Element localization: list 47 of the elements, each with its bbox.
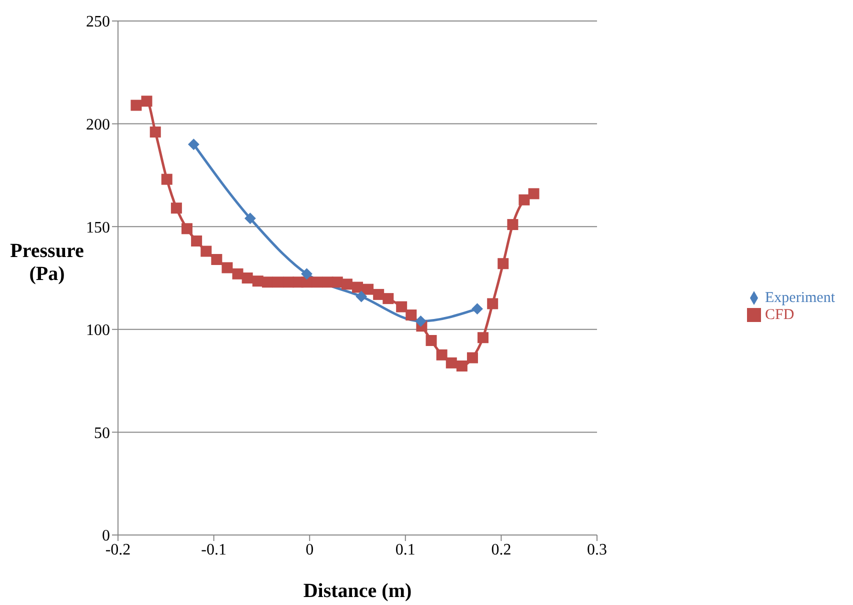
point: [498, 258, 509, 270]
y-tick-label: 150: [86, 219, 110, 236]
x-tick-label: 0.2: [491, 541, 512, 558]
point: [170, 202, 182, 214]
point: [222, 262, 233, 274]
point: [141, 96, 152, 107]
point: [362, 284, 374, 295]
y-tick-label: 250: [86, 14, 110, 31]
x-tick-label: 0.1: [395, 541, 416, 558]
point: [507, 219, 518, 230]
point: [478, 332, 489, 344]
point: [191, 235, 202, 246]
x-axis-title: Distance (m): [303, 580, 412, 602]
point: [382, 293, 394, 304]
y-tick-label: 200: [86, 116, 110, 134]
point: [436, 349, 448, 360]
point: [150, 126, 161, 138]
point: [211, 254, 222, 265]
legend-label: CFD: [765, 306, 794, 322]
point: [130, 100, 142, 111]
point: [406, 310, 417, 321]
point: [373, 288, 384, 300]
point: [244, 212, 256, 224]
point: [446, 357, 457, 368]
legend-label: Experiment: [765, 290, 835, 306]
x-tick-label: -0.1: [201, 541, 226, 558]
point: [161, 174, 172, 185]
point: [518, 194, 530, 206]
point: [181, 223, 192, 234]
x-tick-label: 0.3: [587, 541, 608, 558]
point: [188, 138, 200, 150]
x-tick-label: 0: [306, 541, 314, 558]
point: [426, 335, 437, 346]
point: [415, 316, 426, 327]
point: [232, 268, 244, 280]
point: [356, 291, 367, 302]
y-tick-label: 50: [94, 424, 110, 442]
point: [396, 301, 408, 312]
point: [301, 268, 312, 280]
point: [200, 246, 212, 257]
point: [472, 303, 483, 314]
point: [466, 352, 478, 364]
point: [487, 298, 498, 310]
point: [456, 360, 468, 372]
point: [528, 188, 540, 200]
y-tick-label: 100: [86, 322, 110, 340]
y-axis-title: Pressure (Pa): [9, 240, 85, 286]
